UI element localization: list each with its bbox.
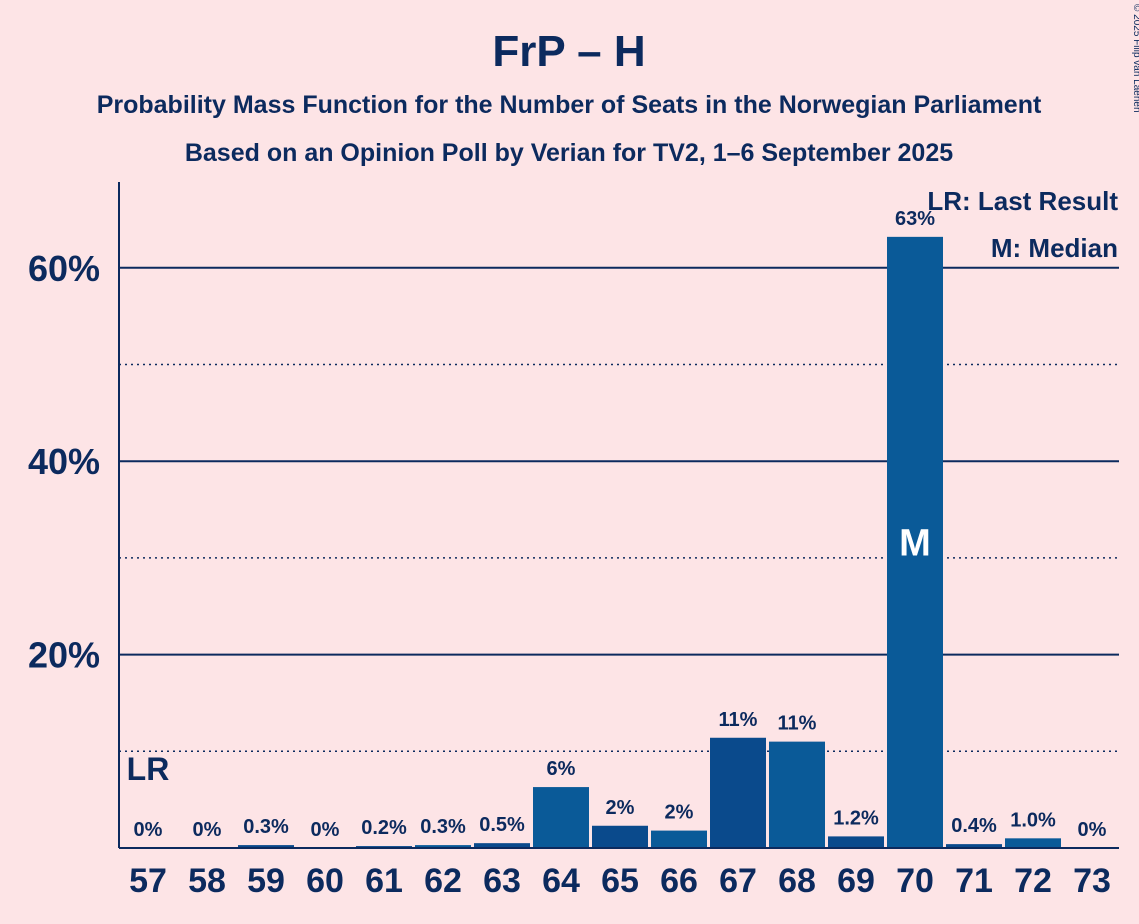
bar-value-label: 11% [719, 709, 758, 731]
bar [592, 825, 648, 848]
x-tick-label: 64 [542, 862, 580, 900]
bar-value-label: 2% [665, 802, 694, 824]
x-tick-label: 57 [129, 862, 167, 900]
x-tick-label: 62 [424, 862, 462, 900]
x-tick-label: 66 [660, 862, 698, 900]
bar-value-label: 63% [895, 208, 935, 230]
bars-layer [238, 236, 1061, 848]
y-tick-label: 40% [28, 441, 100, 482]
chart-subtitle-2: Based on an Opinion Poll by Verian for T… [185, 139, 953, 167]
bar-value-label: 0% [134, 819, 163, 841]
x-tick-label: 63 [483, 862, 521, 900]
bar [238, 845, 294, 848]
x-tick-label: 65 [601, 862, 639, 900]
bar-labels-layer: 0% 0% 0.3% 0% 0.2% 0.3% 0.5% 6% 2% 2% 11% 11% 1.2% 63… [127, 208, 1107, 841]
x-tick-label: 72 [1014, 862, 1052, 900]
bar-value-label: 0.3% [420, 816, 466, 838]
legend-item-last-result: LR: Last Result [927, 186, 1118, 216]
bar [1005, 838, 1061, 848]
x-tick-label: 67 [719, 862, 757, 900]
bar [769, 741, 825, 848]
y-tick-label: 20% [28, 635, 100, 676]
bar [710, 737, 766, 848]
chart-title: FrP – H [492, 27, 645, 76]
bar-value-label: 1.2% [833, 807, 879, 829]
copyright-note: © 2025 Filip van Laenen [1131, 4, 1139, 113]
bar-value-label: 1.0% [1010, 809, 1056, 831]
legend-bg-1 [935, 184, 1119, 218]
bar-value-label: 0% [1078, 819, 1107, 841]
legend-item-median: M: Median [991, 233, 1118, 263]
x-tick-label: 68 [778, 862, 816, 900]
x-tick-label: 70 [896, 862, 934, 900]
bar [415, 845, 471, 848]
median-marker: M [899, 522, 931, 564]
y-tick-label: 60% [28, 248, 100, 289]
x-tick-labels: 57 58 59 60 61 62 63 64 65 66 67 68 69 70 71 72 73 [129, 862, 1111, 900]
gridlines [119, 266, 1119, 753]
x-tick-label: 58 [188, 862, 226, 900]
legend: LR: Last Result M: Median [927, 184, 1119, 264]
x-tick-label: 69 [837, 862, 875, 900]
x-tick-label: 61 [365, 862, 403, 900]
y-tick-labels: 20% 40% 60% [28, 248, 100, 676]
bar-value-label: 0.2% [361, 817, 407, 839]
chart-subtitle-1: Probability Mass Function for the Number… [97, 91, 1042, 119]
bar [828, 836, 884, 848]
bar [887, 236, 943, 848]
bar-value-label: 0.5% [479, 814, 525, 836]
bar-value-label: 2% [606, 797, 635, 819]
x-tick-label: 60 [306, 862, 344, 900]
bar-value-label: 0.3% [243, 816, 289, 838]
bar-value-label: 0.4% [951, 815, 997, 837]
x-tick-label: 73 [1073, 862, 1111, 900]
bar [946, 844, 1002, 848]
bar-value-label: 11% [778, 713, 817, 735]
bar-value-label: 0% [311, 819, 340, 841]
bar [651, 830, 707, 848]
bar [533, 787, 589, 848]
x-tick-label: 71 [955, 862, 993, 900]
last-result-marker: LR [127, 751, 170, 787]
x-tick-label: 59 [247, 862, 285, 900]
bar-value-label: 0% [193, 819, 222, 841]
legend-bg-2 [980, 230, 1119, 264]
bar [474, 843, 530, 848]
bar-value-label: 6% [547, 758, 576, 780]
